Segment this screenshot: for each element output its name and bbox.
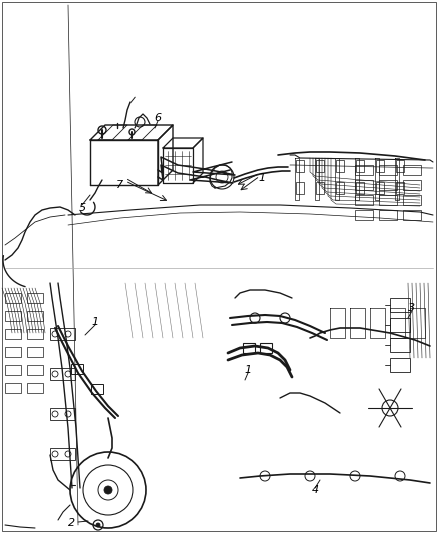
Bar <box>27 365 43 375</box>
Bar <box>403 180 421 190</box>
Text: 1: 1 <box>258 173 265 183</box>
Bar <box>50 448 75 460</box>
Bar <box>403 195 421 205</box>
Bar <box>379 210 397 220</box>
Bar <box>243 343 255 353</box>
Bar <box>5 293 21 303</box>
Bar <box>5 329 21 339</box>
Bar <box>5 383 21 393</box>
Circle shape <box>104 486 112 494</box>
Bar <box>403 165 421 175</box>
Text: 3: 3 <box>409 303 416 313</box>
Bar <box>50 408 75 420</box>
Bar <box>50 328 75 340</box>
Bar <box>396 182 404 194</box>
Bar <box>355 180 373 190</box>
Bar <box>379 180 397 190</box>
Bar <box>91 384 103 394</box>
Bar <box>376 182 384 194</box>
Bar <box>260 343 272 353</box>
Bar <box>376 160 384 172</box>
Circle shape <box>96 523 100 527</box>
Bar <box>27 293 43 303</box>
Bar <box>356 182 364 194</box>
Bar <box>390 338 410 352</box>
Text: 1: 1 <box>244 365 251 375</box>
Bar <box>27 311 43 321</box>
Bar <box>71 364 83 374</box>
Bar <box>390 318 410 332</box>
Bar <box>5 347 21 357</box>
Bar <box>27 347 43 357</box>
Bar <box>336 182 344 194</box>
Bar <box>27 383 43 393</box>
Bar <box>27 329 43 339</box>
Bar <box>5 365 21 375</box>
Bar <box>379 165 397 175</box>
Bar <box>355 165 373 175</box>
Bar <box>396 160 404 172</box>
Text: 6: 6 <box>155 113 162 123</box>
Bar <box>316 182 324 194</box>
Bar <box>316 160 324 172</box>
Bar <box>356 160 364 172</box>
Text: 1: 1 <box>92 317 99 327</box>
Text: 7: 7 <box>117 180 124 190</box>
Bar <box>296 182 304 194</box>
Text: 2: 2 <box>68 518 76 528</box>
Text: 5: 5 <box>78 203 85 213</box>
Bar <box>403 210 421 220</box>
Bar <box>336 160 344 172</box>
Bar <box>355 210 373 220</box>
Bar <box>296 160 304 172</box>
Text: 4: 4 <box>311 485 318 495</box>
Bar <box>390 298 410 312</box>
Bar <box>50 368 75 380</box>
Bar <box>355 195 373 205</box>
Bar <box>5 311 21 321</box>
Bar <box>390 358 410 372</box>
Bar <box>379 195 397 205</box>
